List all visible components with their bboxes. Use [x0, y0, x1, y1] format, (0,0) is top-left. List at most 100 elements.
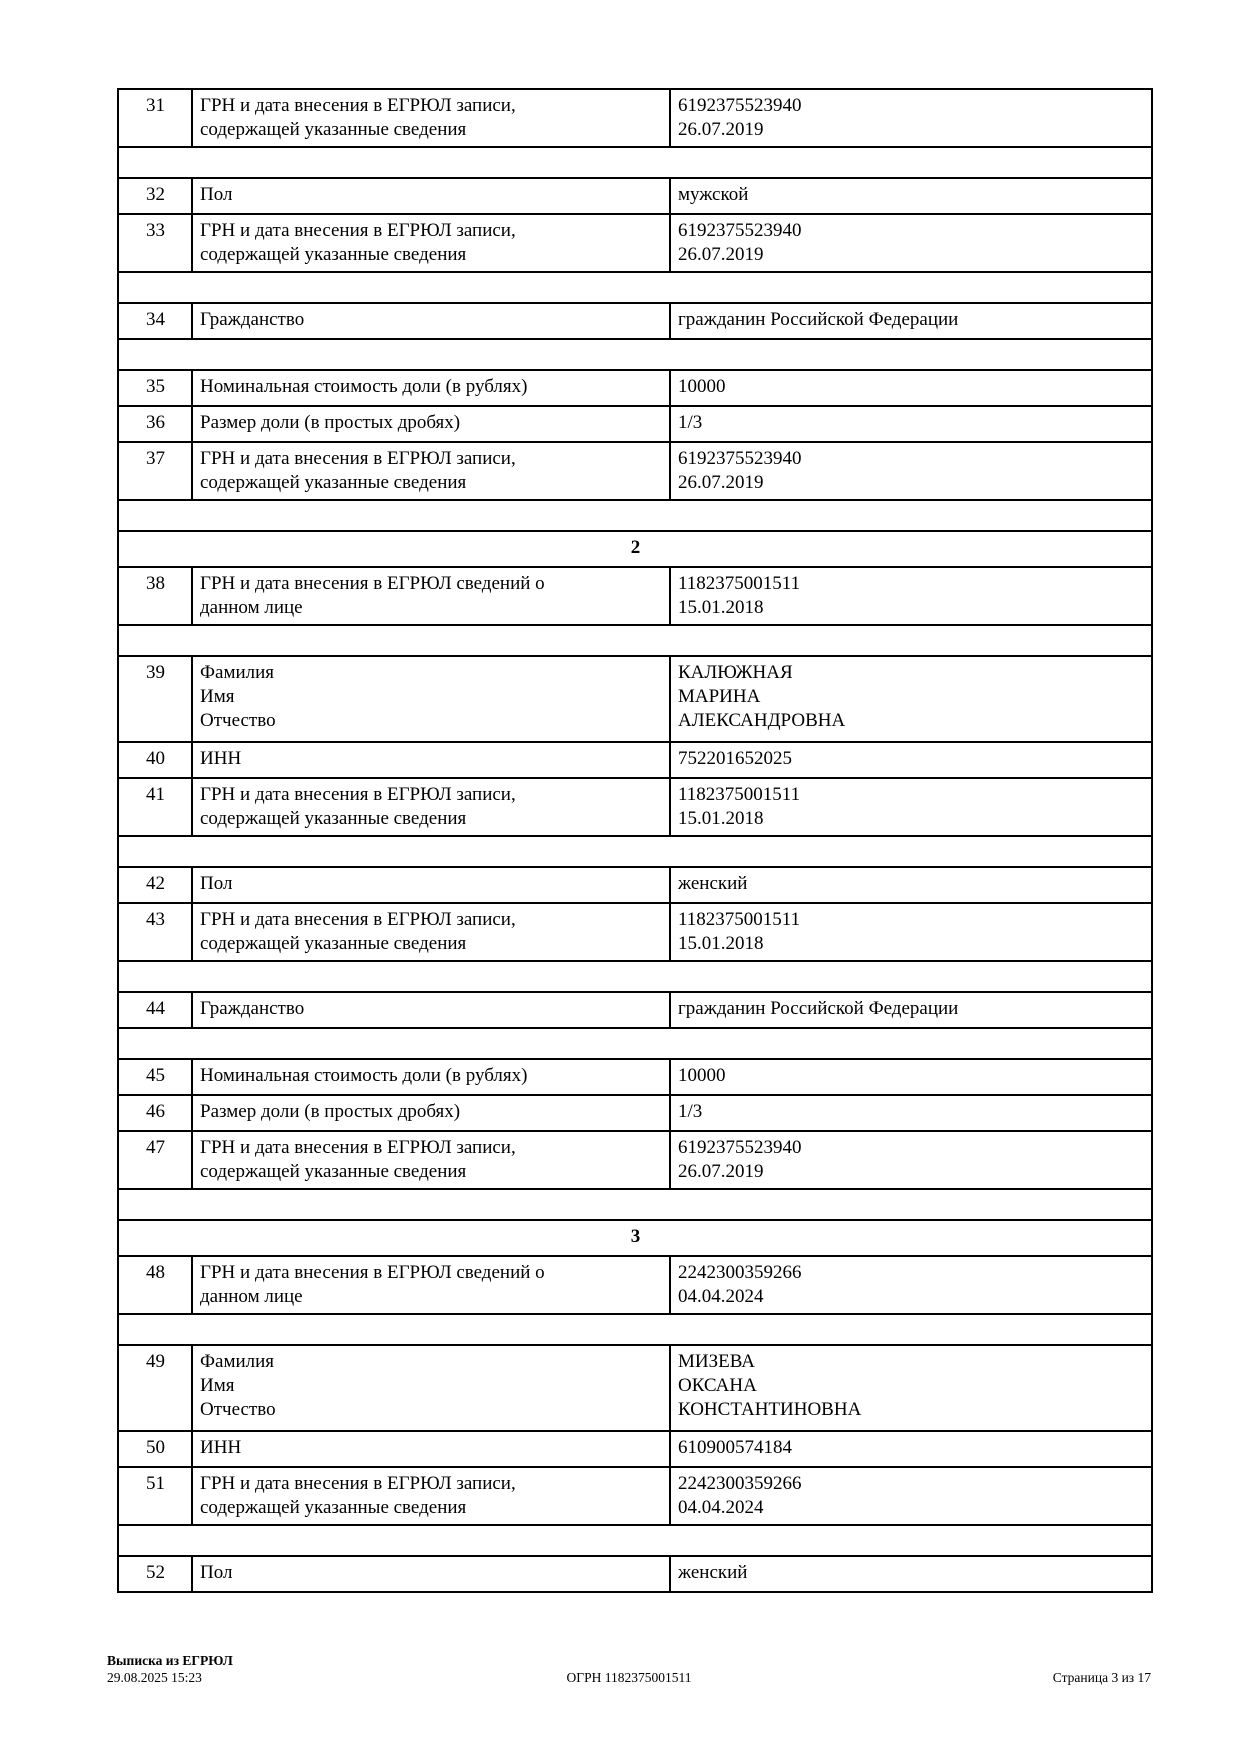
table-row: 31 ГРН и дата внесения в ЕГРЮЛ записи, со… — [117, 88, 1153, 148]
field-value-cell: МИЗЕВА ОКСАНА КОНСТАНТИНОВНА — [669, 1344, 1153, 1432]
spacer-row — [117, 499, 1153, 532]
table-row: 43 ГРН и дата внесения в ЕГРЮЛ записи, со… — [117, 902, 1153, 962]
section-number: 3 — [117, 1219, 1153, 1257]
field-label-cell: ГРН и дата внесения в ЕГРЮЛ записи, соде… — [191, 777, 671, 837]
field-value-cell: 1/3 — [669, 1094, 1153, 1132]
table-row: 48 ГРН и дата внесения в ЕГРЮЛ сведений о… — [117, 1255, 1153, 1315]
field-value-cell: женский — [669, 866, 1153, 904]
field-value-cell: гражданин Российской Федерации — [669, 991, 1153, 1029]
row-number-cell: 33 — [117, 213, 193, 273]
spacer-row — [117, 338, 1153, 371]
field-value-cell: 2242300359266 04.04.2024 — [669, 1255, 1153, 1315]
spacer-cell — [117, 338, 1153, 371]
field-label-cell: ГРН и дата внесения в ЕГРЮЛ записи, соде… — [191, 88, 671, 148]
field-label-cell: ГРН и дата внесения в ЕГРЮЛ записи, соде… — [191, 213, 671, 273]
spacer-row — [117, 146, 1153, 179]
field-value-cell: КАЛЮЖНАЯ МАРИНА АЛЕКСАНДРОВНА — [669, 655, 1153, 743]
row-number-cell: 44 — [117, 991, 193, 1029]
row-number-cell: 39 — [117, 655, 193, 743]
table-row: 36 Размер доли (в простых дробях) 1/3 — [117, 405, 1153, 443]
table-row: 42 Пол женский — [117, 866, 1153, 904]
table-row: 49 Фамилия Имя Отчество МИЗЕВА ОКСАНА КОНС… — [117, 1344, 1153, 1432]
field-label-cell: ГРН и дата внесения в ЕГРЮЛ сведений о д… — [191, 566, 671, 626]
table-row: 39 Фамилия Имя Отчество КАЛЮЖНАЯ МАРИНА АЛ… — [117, 655, 1153, 743]
footer-datetime: 29.08.2025 15:23 — [107, 1670, 202, 1685]
footer-doc-type: Выписка из ЕГРЮЛ — [107, 1653, 233, 1668]
row-number-cell: 40 — [117, 741, 193, 779]
spacer-cell — [117, 271, 1153, 304]
spacer-cell — [117, 960, 1153, 993]
table-row: 44 Гражданство гражданин Российской Федера… — [117, 991, 1153, 1029]
table-row: 40 ИНН 752201652025 — [117, 741, 1153, 779]
field-label-cell: Размер доли (в простых дробях) — [191, 405, 671, 443]
table-row: 46 Размер доли (в простых дробях) 1/3 — [117, 1094, 1153, 1132]
spacer-cell — [117, 146, 1153, 179]
field-value-cell: 6192375523940 26.07.2019 — [669, 213, 1153, 273]
section-number: 2 — [117, 530, 1153, 568]
row-number-cell: 52 — [117, 1555, 193, 1593]
spacer-cell — [117, 1188, 1153, 1221]
spacer-row — [117, 271, 1153, 304]
row-number-cell: 51 — [117, 1466, 193, 1526]
spacer-cell — [117, 835, 1153, 868]
row-number-cell: 42 — [117, 866, 193, 904]
spacer-row — [117, 835, 1153, 868]
field-label-cell: ГРН и дата внесения в ЕГРЮЛ сведений о д… — [191, 1255, 671, 1315]
field-label-cell: ГРН и дата внесения в ЕГРЮЛ записи, соде… — [191, 1130, 671, 1190]
field-label-cell: ИНН — [191, 1430, 671, 1468]
field-label-cell: Фамилия Имя Отчество — [191, 1344, 671, 1432]
field-label-cell: Пол — [191, 866, 671, 904]
spacer-cell — [117, 1524, 1153, 1557]
field-label-cell: ИНН — [191, 741, 671, 779]
field-value-cell: мужской — [669, 177, 1153, 215]
row-number-cell: 38 — [117, 566, 193, 626]
row-number-cell: 34 — [117, 302, 193, 340]
row-number-cell: 35 — [117, 369, 193, 407]
field-label-cell: Номинальная стоимость доли (в рублях) — [191, 369, 671, 407]
field-value-cell: 1182375001511 15.01.2018 — [669, 566, 1153, 626]
field-label-cell: ГРН и дата внесения в ЕГРЮЛ записи, соде… — [191, 902, 671, 962]
egrul-extract-table: 31 ГРН и дата внесения в ЕГРЮЛ записи, со… — [117, 88, 1153, 1593]
page-footer: Выписка из ЕГРЮЛ 29.08.2025 15:23 ОГРН 1… — [107, 1652, 1151, 1692]
field-label-cell: Фамилия Имя Отчество — [191, 655, 671, 743]
row-number-cell: 50 — [117, 1430, 193, 1468]
row-number-cell: 47 — [117, 1130, 193, 1190]
field-value-cell: гражданин Российской Федерации — [669, 302, 1153, 340]
row-number-cell: 41 — [117, 777, 193, 837]
table-row: 51 ГРН и дата внесения в ЕГРЮЛ записи, со… — [117, 1466, 1153, 1526]
spacer-cell — [117, 1313, 1153, 1346]
field-value-cell: 2242300359266 04.04.2024 — [669, 1466, 1153, 1526]
footer-page-number: Страница 3 из 17 — [1052, 1670, 1151, 1685]
field-value-cell: 1182375001511 15.01.2018 — [669, 777, 1153, 837]
field-label-cell: Пол — [191, 1555, 671, 1593]
row-number-cell: 43 — [117, 902, 193, 962]
table-row: 45 Номинальная стоимость доли (в рублях) 1… — [117, 1058, 1153, 1096]
table-body: 31 ГРН и дата внесения в ЕГРЮЛ записи, со… — [117, 88, 1153, 1593]
spacer-cell — [117, 624, 1153, 657]
field-value-cell: 6192375523940 26.07.2019 — [669, 1130, 1153, 1190]
table-row: 35 Номинальная стоимость доли (в рублях) 1… — [117, 369, 1153, 407]
row-number-cell: 37 — [117, 441, 193, 501]
field-label-cell: ГРН и дата внесения в ЕГРЮЛ записи, соде… — [191, 441, 671, 501]
field-label-cell: Размер доли (в простых дробях) — [191, 1094, 671, 1132]
field-label-cell: Номинальная стоимость доли (в рублях) — [191, 1058, 671, 1096]
spacer-row — [117, 1188, 1153, 1221]
field-value-cell: 6192375523940 26.07.2019 — [669, 441, 1153, 501]
field-value-cell: 10000 — [669, 369, 1153, 407]
field-value-cell: 1/3 — [669, 405, 1153, 443]
spacer-row — [117, 960, 1153, 993]
field-label-cell: Пол — [191, 177, 671, 215]
row-number-cell: 31 — [117, 88, 193, 148]
footer-left-block: Выписка из ЕГРЮЛ 29.08.2025 15:23 — [107, 1652, 233, 1686]
table-row: 41 ГРН и дата внесения в ЕГРЮЛ записи, со… — [117, 777, 1153, 837]
field-value-cell: 610900574184 — [669, 1430, 1153, 1468]
section-header-row: 2 — [117, 530, 1153, 568]
row-number-cell: 45 — [117, 1058, 193, 1096]
row-number-cell: 48 — [117, 1255, 193, 1315]
row-number-cell: 46 — [117, 1094, 193, 1132]
table-row: 47 ГРН и дата внесения в ЕГРЮЛ записи, со… — [117, 1130, 1153, 1190]
field-value-cell: 10000 — [669, 1058, 1153, 1096]
table-row: 38 ГРН и дата внесения в ЕГРЮЛ сведений о… — [117, 566, 1153, 626]
field-label-cell: Гражданство — [191, 302, 671, 340]
